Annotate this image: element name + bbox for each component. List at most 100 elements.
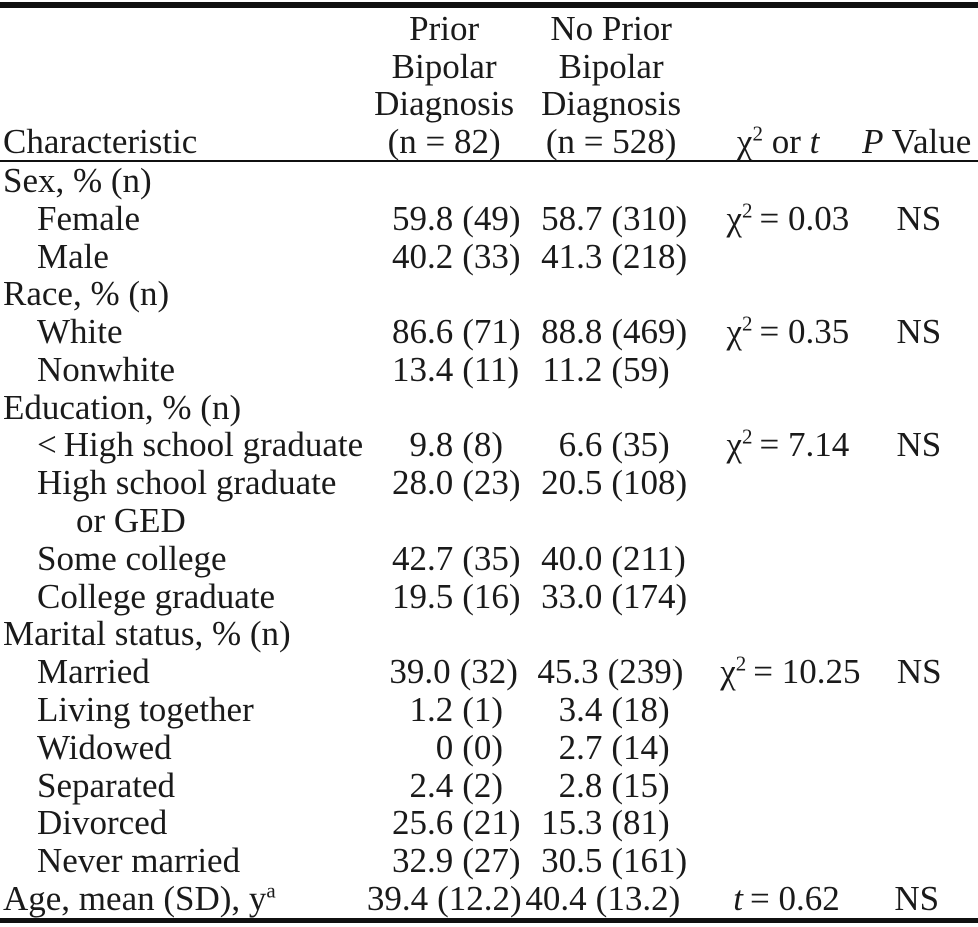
prior-bipolar-value: 39.0 (32) [386, 652, 534, 692]
no-prior-count: (18) [611, 690, 670, 730]
row-characteristic-label: Male [0, 237, 388, 277]
statistic-symbol: t [733, 879, 744, 919]
no-prior-percent: 40.0 [541, 538, 603, 578]
prior-count: (11) [462, 349, 520, 389]
characteristic-text: Some college [37, 538, 227, 578]
no-prior-count: (161) [611, 841, 688, 881]
statistic-symbol-group: χ2 [711, 425, 752, 465]
table-row: Age, mean (SD), ya 39.4 (12.2) 40.4 (13.… [0, 879, 978, 919]
prior-count: (27) [462, 841, 521, 881]
characteristic-text: High school graduate [37, 463, 337, 503]
prior-bipolar-value: 9.8 (8) [388, 425, 537, 465]
statistic-symbol: χ [726, 198, 743, 238]
characteristic-text: Race, % (n) [3, 274, 170, 314]
row-characteristic-label: Divorced [0, 803, 388, 843]
no-prior-count: (211) [611, 538, 686, 578]
statistic-symbol-group: t [701, 879, 743, 919]
table-header-row: Characteristic Prior Bipolar Diagnosis (… [0, 8, 978, 160]
no-prior-count: (59) [611, 349, 670, 389]
table-row: Living together 1.2 (1) 3.4 (18) [0, 690, 978, 730]
header-characteristic: Characteristic [3, 121, 198, 161]
no-prior-bipolar-value: 15.3 (81) [537, 803, 710, 843]
table-row: College graduate 19.5 (16) 33.0 (174) [0, 576, 978, 617]
no-prior-count: (13.2) [595, 879, 681, 919]
no-prior-percent: 33.0 [541, 576, 603, 616]
statistic-value: = 0.62 [750, 879, 840, 919]
characteristic-text: Sex, % (n) [3, 160, 152, 200]
prior-count: (71) [462, 312, 521, 352]
table-row: Education, % (n) [0, 388, 978, 427]
prior-percent: 9.8 [409, 425, 454, 465]
row-characteristic-label: White [0, 312, 388, 352]
no-prior-bipolar-value: 58.7 (310) [537, 199, 710, 239]
statistic-symbol-group: χ2 [706, 651, 747, 692]
row-characteristic-label: Never married [0, 841, 388, 881]
prior-count: (1) [462, 690, 503, 730]
no-prior-percent: 30.5 [541, 841, 603, 881]
prior-percent: 39.0 [389, 652, 451, 692]
no-prior-bipolar-value: 33.0 (174) [537, 577, 710, 617]
characteristic-text: Male [37, 236, 109, 276]
row-characteristic-label: Marital status, % (n) [0, 614, 367, 654]
row-characteristic-label: < High school graduate [0, 425, 388, 465]
no-prior-bipolar-value: 3.4 (18) [537, 690, 710, 730]
statistic-value: = 0.35 [759, 312, 850, 352]
no-prior-percent: 20.5 [541, 463, 603, 503]
no-prior-percent: 3.4 [558, 690, 603, 730]
row-characteristic-label: Female [0, 199, 388, 239]
header-prior-bipolar-group: Prior Bipolar Diagnosis (n = 82) [367, 10, 522, 160]
row-characteristic-label: High school graduate [0, 463, 388, 503]
prior-percent: 2.4 [409, 765, 454, 805]
table-row: Female 59.8 (49) 58.7 (310) χ2 = 0.03 NS [0, 198, 978, 239]
top-rule [0, 2, 978, 8]
no-prior-bipolar-value: 2.7 (14) [537, 728, 710, 768]
no-prior-percent: 2.8 [558, 765, 603, 805]
header-no-prior-bipolar-group: No Prior Bipolar Diagnosis (n = 528) [521, 10, 700, 160]
prior-bipolar-value: 39.4 (12.2) [367, 879, 522, 919]
characteristic-text: College graduate [37, 576, 276, 616]
header-prior-line-3: Diagnosis [374, 84, 515, 123]
test-statistic: χ2 = 10.25 [706, 651, 860, 692]
no-prior-percent: 45.3 [537, 652, 599, 692]
row-characteristic-label: Sex, % (n) [0, 161, 367, 201]
or-text: or [762, 121, 810, 161]
statistic-symbol: χ [726, 425, 743, 465]
bottom-rule [0, 917, 978, 923]
table-row: < High school graduate 9.8 (8) 6.6 (35) … [0, 425, 978, 465]
prior-bipolar-value: 25.6 (21) [388, 803, 537, 843]
prior-count: (2) [462, 765, 503, 805]
characteristic-text: Divorced [37, 803, 168, 843]
header-prior-line-2: Bipolar [391, 46, 497, 86]
prior-bipolar-value: 28.0 (23) [388, 463, 537, 503]
row-characteristic-label: Nonwhite [0, 350, 388, 390]
prior-bipolar-value: 0 (0) [388, 728, 537, 768]
footnote-marker: a [266, 878, 276, 903]
header-chi-or-t: χ2 or t [701, 121, 856, 161]
p-value-cell: NS [896, 652, 942, 692]
chi-symbol: χ [736, 121, 753, 161]
no-prior-percent: 88.8 [541, 312, 603, 352]
table-row: High school graduate 28.0 (23) 20.5 (108… [0, 463, 978, 503]
statistic-exponent: 2 [735, 651, 747, 676]
characteristic-text: or GED [76, 501, 186, 541]
header-no-prior-sample-size: (n = 528) [545, 121, 677, 161]
header-p-value: P Value [855, 122, 978, 161]
table-row: Some college 42.7 (35) 40.0 (211) [0, 538, 978, 578]
no-prior-bipolar-value: 45.3 (239) [534, 652, 706, 692]
prior-bipolar-value: 40.2 (33) [388, 237, 537, 277]
prior-count: (0) [462, 727, 503, 767]
prior-count: (32) [459, 652, 518, 692]
characteristic-text: Nonwhite [37, 349, 176, 389]
prior-percent: 42.7 [391, 538, 454, 578]
prior-bipolar-value: 59.8 (49) [388, 199, 537, 239]
test-statistic: t = 0.62 [701, 879, 855, 919]
characteristic-text: Separated [37, 765, 175, 805]
row-characteristic-label: Age, mean (SD), ya [0, 879, 367, 919]
prior-bipolar-value: 86.6 (71) [388, 312, 537, 352]
no-prior-bipolar-value: 88.8 (469) [537, 312, 710, 352]
table-row: Married 39.0 (32) 45.3 (239) χ2 = 10.25 … [0, 651, 978, 692]
table-row: Widowed 0 (0) 2.7 (14) [0, 728, 978, 768]
prior-percent: 25.6 [391, 803, 454, 843]
statistic-exponent: 2 [742, 311, 753, 336]
